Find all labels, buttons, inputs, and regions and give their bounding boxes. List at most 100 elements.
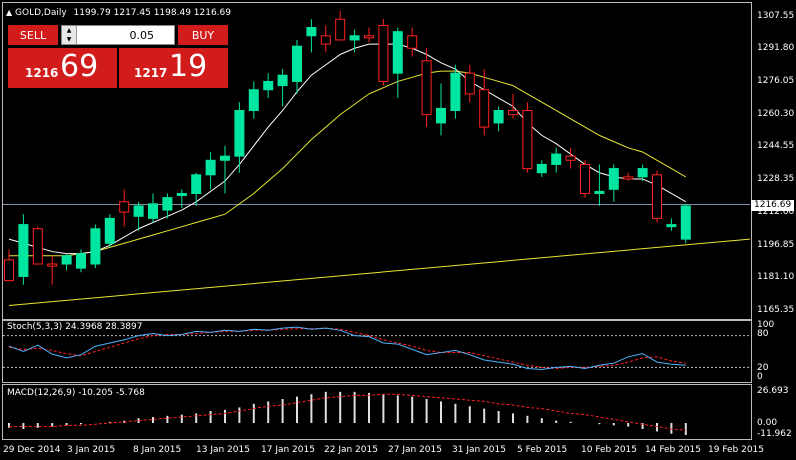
bullish-candle [680, 205, 691, 240]
date-tick: 8 Jan 2015 [133, 445, 182, 455]
chevron-down-icon[interactable]: ▼ [66, 36, 72, 43]
sell-button[interactable]: SELL [8, 25, 58, 45]
date-tick: 19 Feb 2015 [708, 445, 765, 455]
bullish-candle [263, 80, 274, 91]
bullish-candle [104, 217, 115, 244]
buy-price-prefix: 1217 [134, 66, 168, 80]
bullish-candle [349, 35, 360, 41]
bullish-candle [205, 159, 216, 176]
lot-size-input[interactable]: 0.05 [129, 29, 155, 42]
stoch-title: Stoch(5,3,3) 24.3968 28.3897 [7, 322, 143, 332]
bullish-candle [306, 27, 317, 37]
bullish-candle [536, 163, 547, 174]
bullish-candle [292, 45, 302, 82]
date-tick: 22 Jan 2015 [324, 445, 378, 455]
bearish-candle [47, 263, 58, 267]
symbol-label: GOLD,Daily [15, 8, 67, 18]
current-price-label: 1216.69 [751, 200, 795, 211]
collapse-triangle-icon[interactable]: ▲ [6, 8, 13, 17]
lot-size-stepper[interactable]: ▲ ▼ 0.05 [61, 25, 175, 45]
bearish-candle [32, 228, 43, 265]
stoch-level: 100 [757, 320, 775, 330]
price-tick: 1212.60 [757, 207, 795, 217]
bullish-candle [493, 109, 504, 124]
bullish-candle [191, 174, 202, 194]
bearish-candle [378, 24, 389, 82]
stoch-panel[interactable] [2, 320, 752, 383]
price-tick: 1307.55 [757, 11, 795, 21]
ohlc-values: 1199.79 1217.45 1198.49 1216.69 [73, 8, 231, 18]
bullish-candle [234, 109, 245, 157]
bullish-candle [248, 89, 259, 111]
bearish-candle [364, 35, 374, 39]
date-tick: 27 Jan 2015 [388, 445, 442, 455]
bullish-candle [666, 224, 677, 228]
stoch-level: 0 [757, 372, 763, 382]
bearish-candle [623, 176, 634, 180]
one-click-trading-panel: SELL ▲ ▼ 0.05 BUY 1216 69 1217 19 [8, 23, 228, 88]
price-tick: 1165.35 [757, 305, 795, 315]
bullish-candle [392, 31, 403, 74]
bearish-candle [464, 72, 475, 95]
buy-price-pips: 19 [169, 49, 208, 84]
bullish-candle [61, 255, 72, 265]
buy-price-box[interactable]: 1217 19 [119, 48, 228, 88]
date-tick: 17 Jan 2015 [261, 445, 315, 455]
stoch-level: 20 [757, 363, 769, 373]
slow-moving-average-line [9, 70, 687, 257]
bullish-candle [148, 203, 158, 219]
support-trendline [8, 238, 751, 307]
bearish-candle [652, 174, 662, 219]
bearish-candle [119, 201, 130, 213]
macd-panel[interactable] [2, 384, 752, 440]
bullish-candle [436, 107, 446, 124]
chart-header: ▲ GOLD,Daily 1199.79 1217.45 1198.49 121… [6, 7, 231, 19]
price-tick: 1196.85 [757, 240, 795, 250]
date-tick: 5 Feb 2015 [517, 445, 568, 455]
sell-price-box[interactable]: 1216 69 [8, 48, 117, 88]
buy-button[interactable]: BUY [178, 25, 228, 45]
bearish-candle [421, 60, 432, 116]
macd-level: -11.962 [757, 429, 792, 439]
main-chart-panel[interactable] [2, 2, 752, 320]
bullish-candle [76, 253, 86, 269]
bearish-candle [320, 35, 331, 45]
sell-price-pips: 69 [60, 49, 99, 84]
bullish-candle [220, 155, 230, 161]
macd-title: MACD(12,26,9) -10.205 -5.768 [7, 388, 145, 398]
bullish-candle [176, 192, 187, 197]
stoch-main-line [8, 326, 686, 371]
date-tick: 10 Feb 2015 [581, 445, 638, 455]
chevron-up-icon[interactable]: ▲ [66, 27, 72, 34]
price-tick: 1291.80 [757, 43, 795, 53]
bullish-candle [594, 190, 605, 194]
date-tick: 29 Dec 2014 [3, 445, 61, 455]
bullish-candle [637, 168, 648, 178]
date-tick: 13 Jan 2015 [196, 445, 250, 455]
bearish-candle [4, 259, 14, 282]
bearish-candle [335, 18, 346, 41]
bearish-candle [407, 35, 418, 49]
sell-price-prefix: 1216 [25, 66, 59, 80]
bullish-candle [162, 197, 173, 211]
price-tick: 1244.55 [757, 141, 795, 151]
bullish-candle [608, 168, 619, 190]
lot-spin-buttons[interactable]: ▲ ▼ [62, 26, 77, 44]
stoch-level: 80 [757, 329, 769, 339]
bullish-candle [133, 205, 144, 217]
bullish-candle [551, 153, 562, 165]
stoch-signal-line [8, 327, 686, 369]
price-tick: 1228.35 [757, 174, 795, 184]
bearish-candle [508, 109, 518, 116]
price-tick: 1260.30 [757, 109, 795, 119]
bullish-candle [277, 74, 288, 87]
date-tick: 14 Feb 2015 [645, 445, 702, 455]
bullish-candle [18, 224, 29, 277]
bullish-candle [450, 72, 461, 111]
macd-signal-line [9, 393, 686, 431]
bearish-candle [565, 155, 576, 161]
bearish-candle [522, 109, 533, 170]
bullish-candle [90, 228, 101, 265]
bearish-candle [479, 89, 490, 128]
